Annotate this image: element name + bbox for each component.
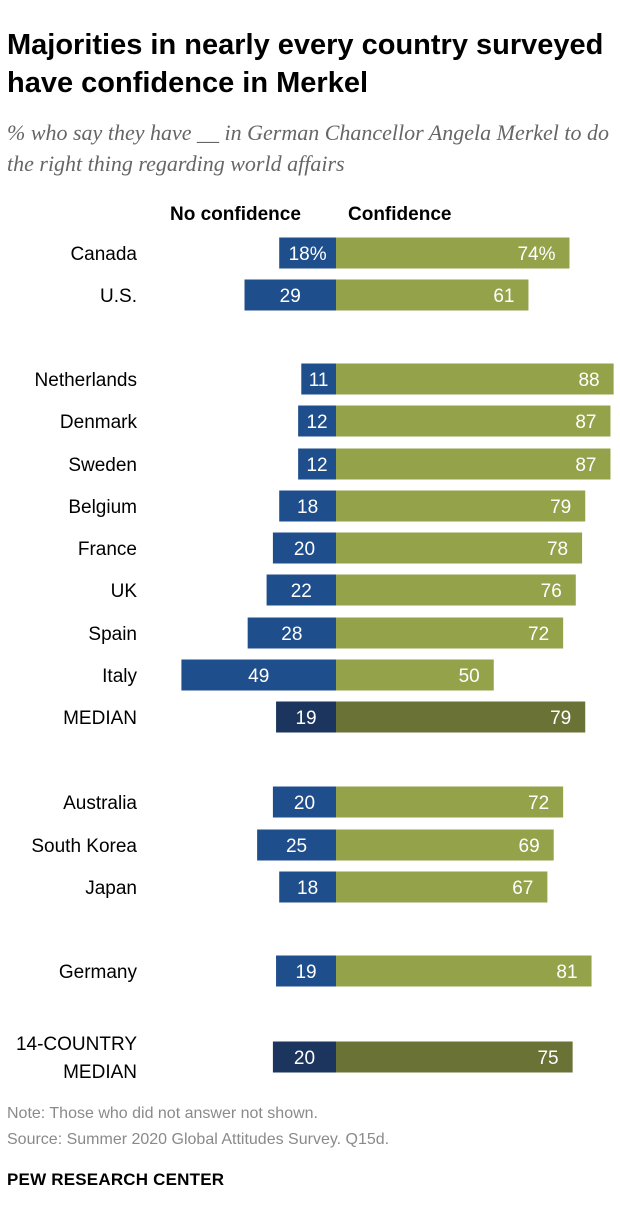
- category-label-14-country-median-line2: MEDIAN: [63, 1062, 137, 1083]
- value-label-confidence-sweden: 87: [575, 455, 596, 476]
- category-label-14-country-median-line1: 14-COUNTRY: [16, 1034, 137, 1055]
- chart-title: Majorities in nearly every country surve…: [7, 29, 604, 99]
- bar-confidence-canada: [336, 237, 570, 269]
- value-label-no-confidence-denmark: 12: [306, 412, 327, 433]
- bar-no-confidence-uk: [266, 574, 336, 606]
- bar-confidence-australia: [336, 786, 564, 818]
- category-label-italy: Italy: [102, 666, 137, 687]
- value-label-no-confidence-median: 19: [295, 708, 316, 729]
- bar-confidence-italy: [336, 659, 494, 691]
- value-label-confidence-belgium: 79: [550, 497, 571, 518]
- bar-no-confidence-france: [272, 532, 336, 564]
- bar-confidence-spain: [336, 617, 564, 649]
- legend-confidence: Confidence: [348, 204, 452, 225]
- category-label-belgium: Belgium: [68, 497, 137, 518]
- value-label-no-confidence-sweden: 12: [306, 455, 327, 476]
- footnote-source: Source: Summer 2020 Global Attitudes Sur…: [7, 1131, 390, 1148]
- bar-confidence-france: [336, 532, 583, 564]
- category-label-canada: Canada: [70, 244, 137, 265]
- bar-no-confidence-denmark: [298, 405, 336, 437]
- category-label-median: MEDIAN: [63, 708, 137, 729]
- value-label-no-confidence-belgium: 18: [297, 497, 318, 518]
- bar-confidence-median: [336, 701, 586, 733]
- bar-no-confidence-italy: [181, 659, 336, 691]
- category-label-australia: Australia: [63, 793, 137, 814]
- category-label-uk: UK: [111, 581, 138, 602]
- value-label-no-confidence-australia: 20: [294, 793, 315, 814]
- value-label-confidence-netherlands: 88: [578, 370, 599, 391]
- category-label-denmark: Denmark: [60, 412, 138, 433]
- footnote-note: Note: Those who did not answer not shown…: [7, 1105, 318, 1122]
- value-label-confidence-japan: 67: [512, 878, 533, 899]
- brand-logo-text: PEW RESEARCH CENTER: [7, 1170, 225, 1189]
- bar-confidence-netherlands: [336, 363, 614, 395]
- category-label-spain: Spain: [88, 624, 137, 645]
- bar-no-confidence-netherlands: [301, 363, 336, 395]
- bar-confidence-japan: [336, 871, 548, 903]
- value-label-confidence-australia: 72: [528, 793, 549, 814]
- value-label-confidence-south-korea: 69: [519, 836, 540, 857]
- value-label-confidence-canada: 74%: [517, 244, 555, 265]
- chart-subtitle: % who say they have __ in German Chancel…: [7, 120, 610, 176]
- bar-confidence-germany: [336, 955, 592, 987]
- bar-no-confidence-u-s: [244, 279, 336, 311]
- category-label-japan: Japan: [85, 878, 137, 899]
- bar-confidence-uk: [336, 574, 576, 606]
- value-label-no-confidence-u-s: 29: [280, 286, 301, 307]
- value-label-no-confidence-uk: 22: [291, 581, 312, 602]
- bar-confidence-south-korea: [336, 829, 554, 861]
- value-label-no-confidence-14-country-median: 20: [294, 1048, 315, 1069]
- bar-no-confidence-sweden: [298, 448, 336, 480]
- category-label-u-s: U.S.: [100, 286, 137, 307]
- value-label-confidence-spain: 72: [528, 624, 549, 645]
- value-label-no-confidence-canada: 18%: [289, 244, 327, 265]
- category-label-south-korea: South Korea: [31, 836, 137, 857]
- bar-no-confidence-south-korea: [257, 829, 336, 861]
- value-label-confidence-uk: 76: [541, 581, 562, 602]
- value-label-no-confidence-italy: 49: [248, 666, 269, 687]
- category-label-netherlands: Netherlands: [35, 370, 137, 391]
- bar-no-confidence-14-country-median: [272, 1041, 336, 1073]
- category-label-sweden: Sweden: [68, 455, 137, 476]
- bar-confidence-sweden: [336, 448, 611, 480]
- bar-confidence-belgium: [336, 490, 586, 522]
- value-label-no-confidence-france: 20: [294, 539, 315, 560]
- bar-no-confidence-germany: [276, 955, 336, 987]
- bar-confidence-denmark: [336, 405, 611, 437]
- value-label-confidence-14-country-median: 75: [537, 1048, 558, 1069]
- bar-no-confidence-australia: [272, 786, 336, 818]
- value-label-no-confidence-netherlands: 11: [309, 370, 329, 391]
- value-label-confidence-u-s: 61: [493, 286, 514, 307]
- value-label-no-confidence-south-korea: 25: [286, 836, 307, 857]
- bar-no-confidence-canada: [279, 237, 336, 269]
- category-label-france: France: [78, 539, 137, 560]
- bar-no-confidence-belgium: [279, 490, 336, 522]
- bar-no-confidence-spain: [247, 617, 336, 649]
- value-label-confidence-germany: 81: [556, 962, 577, 983]
- value-label-no-confidence-spain: 28: [281, 624, 302, 645]
- value-label-no-confidence-japan: 18: [297, 878, 318, 899]
- bar-no-confidence-japan: [279, 871, 336, 903]
- value-label-confidence-france: 78: [547, 539, 568, 560]
- value-label-confidence-italy: 50: [459, 666, 480, 687]
- legend-no-confidence: No confidence: [170, 204, 301, 225]
- value-label-no-confidence-germany: 19: [295, 962, 316, 983]
- bar-confidence-14-country-median: [336, 1041, 573, 1073]
- category-label-germany: Germany: [59, 962, 138, 983]
- bar-confidence-u-s: [336, 279, 529, 311]
- bar-no-confidence-median: [276, 701, 336, 733]
- value-label-confidence-denmark: 87: [575, 412, 596, 433]
- value-label-confidence-median: 79: [550, 708, 571, 729]
